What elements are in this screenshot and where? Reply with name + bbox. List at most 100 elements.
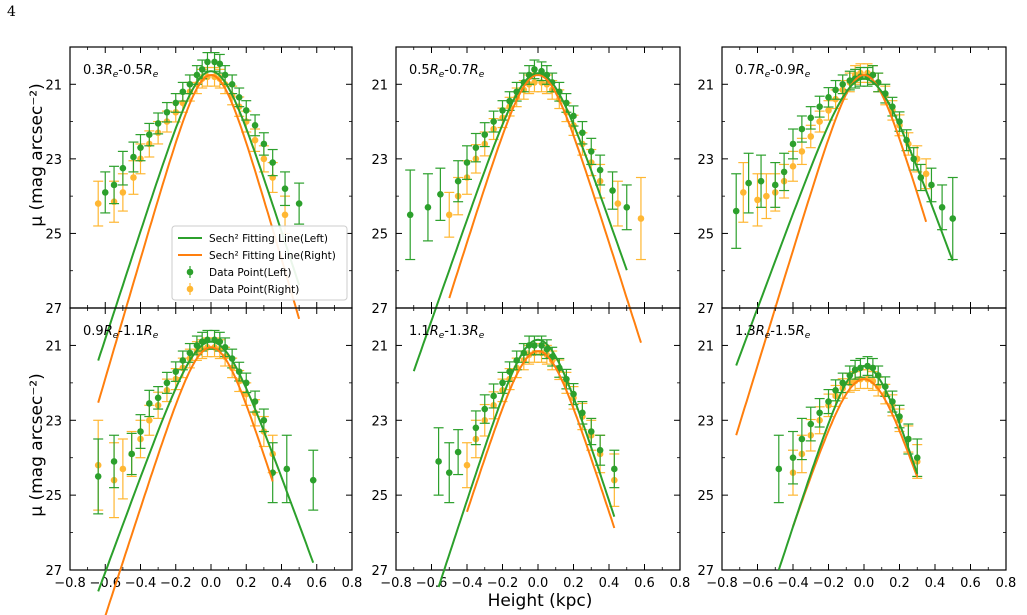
data-point-left xyxy=(100,171,111,214)
data-marker xyxy=(110,181,118,189)
data-point-left xyxy=(280,171,291,207)
data-marker xyxy=(757,177,765,185)
panel-label: 0.5Re-0.7Re xyxy=(409,63,485,80)
data-marker xyxy=(146,400,153,407)
data-marker xyxy=(789,140,797,148)
data-point-left xyxy=(805,406,816,442)
panel-label-sub: e xyxy=(805,70,811,80)
data-point-left xyxy=(926,167,937,203)
fit-line-left xyxy=(97,70,301,361)
data-point-left xyxy=(770,161,781,208)
fit-line-right xyxy=(448,73,642,344)
data-marker xyxy=(281,185,289,192)
panel-label-part: 0.9 xyxy=(83,324,104,339)
x-tick-label: 0.4 xyxy=(925,576,946,591)
page-number: 4 xyxy=(7,4,16,20)
data-point-left xyxy=(128,141,139,173)
data-marker xyxy=(745,179,752,187)
data-point-right xyxy=(93,180,104,227)
fit-line-left xyxy=(777,364,919,571)
data-point-left xyxy=(830,79,841,100)
data-point-left xyxy=(470,132,481,163)
data-marker xyxy=(454,177,462,185)
data-marker xyxy=(228,80,236,88)
data-marker xyxy=(101,189,109,196)
y-axis-label-bottom: μ (mag arcsec⁻²) xyxy=(27,373,47,517)
data-marker xyxy=(94,473,102,480)
data-marker xyxy=(637,215,645,222)
data-marker xyxy=(570,112,577,120)
panel-label-r: R xyxy=(470,324,479,339)
panel-label-r: R xyxy=(430,324,439,339)
x-tick-label: 0.2 xyxy=(889,576,910,591)
data-point-left xyxy=(214,331,225,352)
data-marker xyxy=(780,168,788,176)
fit-line-right xyxy=(792,378,919,527)
data-marker xyxy=(825,107,832,114)
data-marker xyxy=(807,420,815,428)
data-marker xyxy=(740,189,747,196)
data-marker xyxy=(119,189,127,196)
data-point-left xyxy=(144,389,155,418)
data-point-right xyxy=(635,176,646,261)
panel-label-r: R xyxy=(144,63,153,78)
x-tick-label: 0.0 xyxy=(201,576,222,591)
x-tick-label: −0.4 xyxy=(125,576,157,591)
panel-label-sub: e xyxy=(765,70,771,80)
data-point-left xyxy=(773,434,784,504)
data-marker xyxy=(807,133,815,140)
data-marker xyxy=(119,164,127,172)
data-point-left xyxy=(488,383,499,409)
data-marker xyxy=(832,86,839,94)
fit-line-left xyxy=(97,340,315,592)
data-point-left xyxy=(779,152,790,192)
data-marker xyxy=(137,428,144,435)
y-tick-label: 27 xyxy=(45,302,62,317)
x-tick-label: −0.6 xyxy=(416,576,448,591)
legend-entry: Sech² Fitting Line(Left) xyxy=(178,233,328,245)
data-marker xyxy=(130,153,137,161)
panel-label-sub: e xyxy=(113,70,119,80)
x-tick-label: −0.4 xyxy=(777,576,809,591)
y-tick-label: 25 xyxy=(371,227,388,242)
data-marker xyxy=(472,144,480,151)
legend-entry: Sech² Fitting Line(Right) xyxy=(178,250,336,262)
x-tick-label: 0.6 xyxy=(634,576,655,591)
y-tick-label: 23 xyxy=(371,153,388,168)
data-marker xyxy=(163,108,171,116)
data-marker xyxy=(789,454,797,462)
fit-line-left xyxy=(412,72,628,372)
data-marker xyxy=(281,211,289,219)
data-point-left xyxy=(234,87,245,108)
data-marker xyxy=(938,204,946,211)
data-marker xyxy=(437,190,444,198)
data-point-left xyxy=(947,176,958,261)
data-point-left xyxy=(267,148,278,177)
y-tick-label: 25 xyxy=(697,227,714,242)
data-marker xyxy=(816,409,823,417)
data-point-left xyxy=(937,184,948,231)
x-tick-label: −0.2 xyxy=(487,576,519,591)
data-point-left xyxy=(470,410,481,446)
y-tick-label: 27 xyxy=(697,564,714,579)
y-tick-label: 23 xyxy=(697,414,714,429)
data-marker xyxy=(130,174,137,181)
data-marker xyxy=(269,159,276,166)
data-marker xyxy=(154,120,162,127)
data-marker xyxy=(424,204,432,211)
data-point-left xyxy=(595,154,606,186)
panels-group: 212325270.3Re-0.5Re212325270.5Re-0.7Re21… xyxy=(45,46,1016,615)
data-point-left xyxy=(621,184,632,231)
panel-label-r: R xyxy=(756,324,765,339)
panel-label-sub: e xyxy=(479,331,485,341)
data-marker xyxy=(614,200,622,207)
data-point-left xyxy=(109,434,120,489)
data-point-right xyxy=(444,191,455,238)
data-point-left xyxy=(479,122,490,148)
data-marker xyxy=(596,166,604,174)
data-marker xyxy=(587,428,595,435)
data-marker xyxy=(146,416,153,424)
data-point-left xyxy=(814,95,825,118)
data-marker xyxy=(846,77,854,84)
